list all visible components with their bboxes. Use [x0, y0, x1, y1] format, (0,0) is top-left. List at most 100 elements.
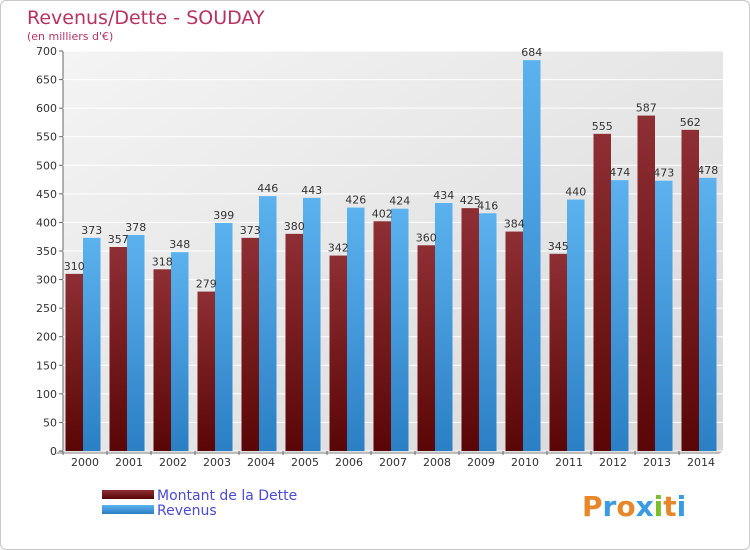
bar-debt	[681, 129, 699, 451]
bar-debt	[285, 233, 303, 451]
y-tick-label: 50	[43, 416, 57, 429]
value-label-debt: 357	[108, 233, 129, 246]
y-tick-label: 700	[36, 45, 57, 58]
value-label-revenus: 440	[565, 186, 586, 199]
value-label-debt: 555	[592, 120, 613, 133]
bar-revenus	[435, 203, 453, 451]
bar-debt	[549, 253, 567, 451]
value-label-debt: 318	[152, 255, 173, 268]
value-label-debt: 380	[284, 220, 305, 233]
bar-revenus	[479, 213, 497, 451]
y-tick-label: 300	[36, 274, 57, 287]
bar-debt	[329, 255, 347, 451]
value-label-revenus: 684	[521, 46, 542, 59]
x-tick-label: 2004	[247, 456, 275, 469]
bar-revenus	[83, 237, 101, 451]
value-label-debt: 342	[328, 242, 349, 255]
x-tick-label: 2009	[467, 456, 495, 469]
y-tick-label: 650	[36, 74, 57, 87]
logo-letter: P	[582, 490, 603, 523]
y-axis: 0 50 100 150 200 250 300 350 400 450 500 550 600 650 7…	[36, 45, 63, 458]
value-label-revenus: 399	[213, 209, 234, 222]
value-label-revenus: 434	[433, 189, 454, 202]
value-label-debt: 345	[548, 240, 569, 253]
bar-revenus	[523, 60, 541, 452]
x-tick-label: 2001	[115, 456, 143, 469]
bar-debt	[505, 231, 523, 451]
value-label-revenus: 373	[81, 224, 102, 237]
bar-revenus	[171, 252, 189, 451]
value-label-revenus: 426	[345, 194, 366, 207]
y-tick-label: 400	[36, 216, 57, 229]
logo-letter: i	[654, 490, 664, 523]
value-label-debt: 562	[680, 116, 701, 129]
bar-revenus	[347, 207, 365, 451]
y-tick-label: 0	[50, 445, 57, 458]
proxiti-logo: Proxiti	[582, 490, 686, 523]
y-tick-label: 150	[36, 359, 57, 372]
bar-revenus	[215, 223, 233, 451]
bar-debt	[197, 291, 215, 451]
bar-revenus	[655, 180, 673, 451]
bar-debt	[65, 273, 83, 451]
value-label-revenus: 424	[389, 195, 410, 208]
logo-letter: t	[663, 490, 676, 523]
logo-letter: i	[677, 490, 687, 523]
value-label-debt: 310	[64, 260, 85, 273]
x-tick-label: 2006	[335, 456, 363, 469]
y-tick-label: 100	[36, 388, 57, 401]
value-label-debt: 425	[460, 194, 481, 207]
x-tick-label: 2014	[687, 456, 715, 469]
x-tick-label: 2012	[599, 456, 627, 469]
bar-debt	[461, 208, 479, 451]
bar-debt	[373, 221, 391, 451]
value-label-revenus: 443	[301, 184, 322, 197]
bars	[65, 60, 717, 452]
value-label-revenus: 478	[697, 164, 718, 177]
bar-debt	[153, 269, 171, 451]
legend-swatch-debt	[102, 490, 154, 499]
y-tick-label: 500	[36, 159, 57, 172]
legend-label-revenus: Revenus	[157, 503, 217, 519]
value-label-revenus: 348	[169, 238, 190, 251]
value-label-revenus: 416	[477, 199, 498, 212]
x-tick-label: 2003	[203, 456, 231, 469]
value-label-revenus: 446	[257, 182, 278, 195]
bar-revenus	[303, 197, 321, 451]
logo-letter: x	[636, 490, 654, 523]
value-label-debt: 373	[240, 224, 261, 237]
chart-subtitle: (en milliers d'€)	[27, 30, 113, 43]
value-label-revenus: 474	[609, 166, 630, 179]
x-axis: 2000 2001 2002 2003 2004 2005 2006 2007 2008 2009…	[62, 451, 715, 469]
plot-floor	[55, 451, 723, 454]
value-label-debt: 360	[416, 231, 437, 244]
x-tick-label: 2011	[555, 456, 583, 469]
value-label-debt: 279	[196, 278, 217, 291]
bar-revenus	[699, 177, 717, 451]
value-label-revenus: 473	[653, 167, 674, 180]
bar-debt	[417, 245, 435, 451]
bar-revenus	[567, 199, 585, 451]
bar-revenus	[259, 196, 277, 451]
x-tick-label: 2013	[643, 456, 671, 469]
bar-debt	[593, 133, 611, 451]
bar-debt	[109, 247, 127, 451]
x-tick-label: 2007	[379, 456, 407, 469]
y-tick-label: 200	[36, 331, 57, 344]
y-tick-label: 600	[36, 102, 57, 115]
x-tick-label: 2008	[423, 456, 451, 469]
x-tick-label: 2010	[511, 456, 539, 469]
legend-label-debt: Montant de la Dette	[157, 488, 297, 504]
bar-revenus	[611, 180, 629, 451]
bar-debt	[241, 237, 259, 451]
value-label-debt: 587	[636, 102, 657, 115]
legend: Montant de la Dette Revenus	[102, 488, 297, 519]
y-tick-label: 250	[36, 302, 57, 315]
y-tick-label: 550	[36, 131, 57, 144]
bar-revenus	[391, 208, 409, 451]
legend-swatch-revenus	[102, 505, 154, 514]
value-label-debt: 384	[504, 218, 525, 231]
